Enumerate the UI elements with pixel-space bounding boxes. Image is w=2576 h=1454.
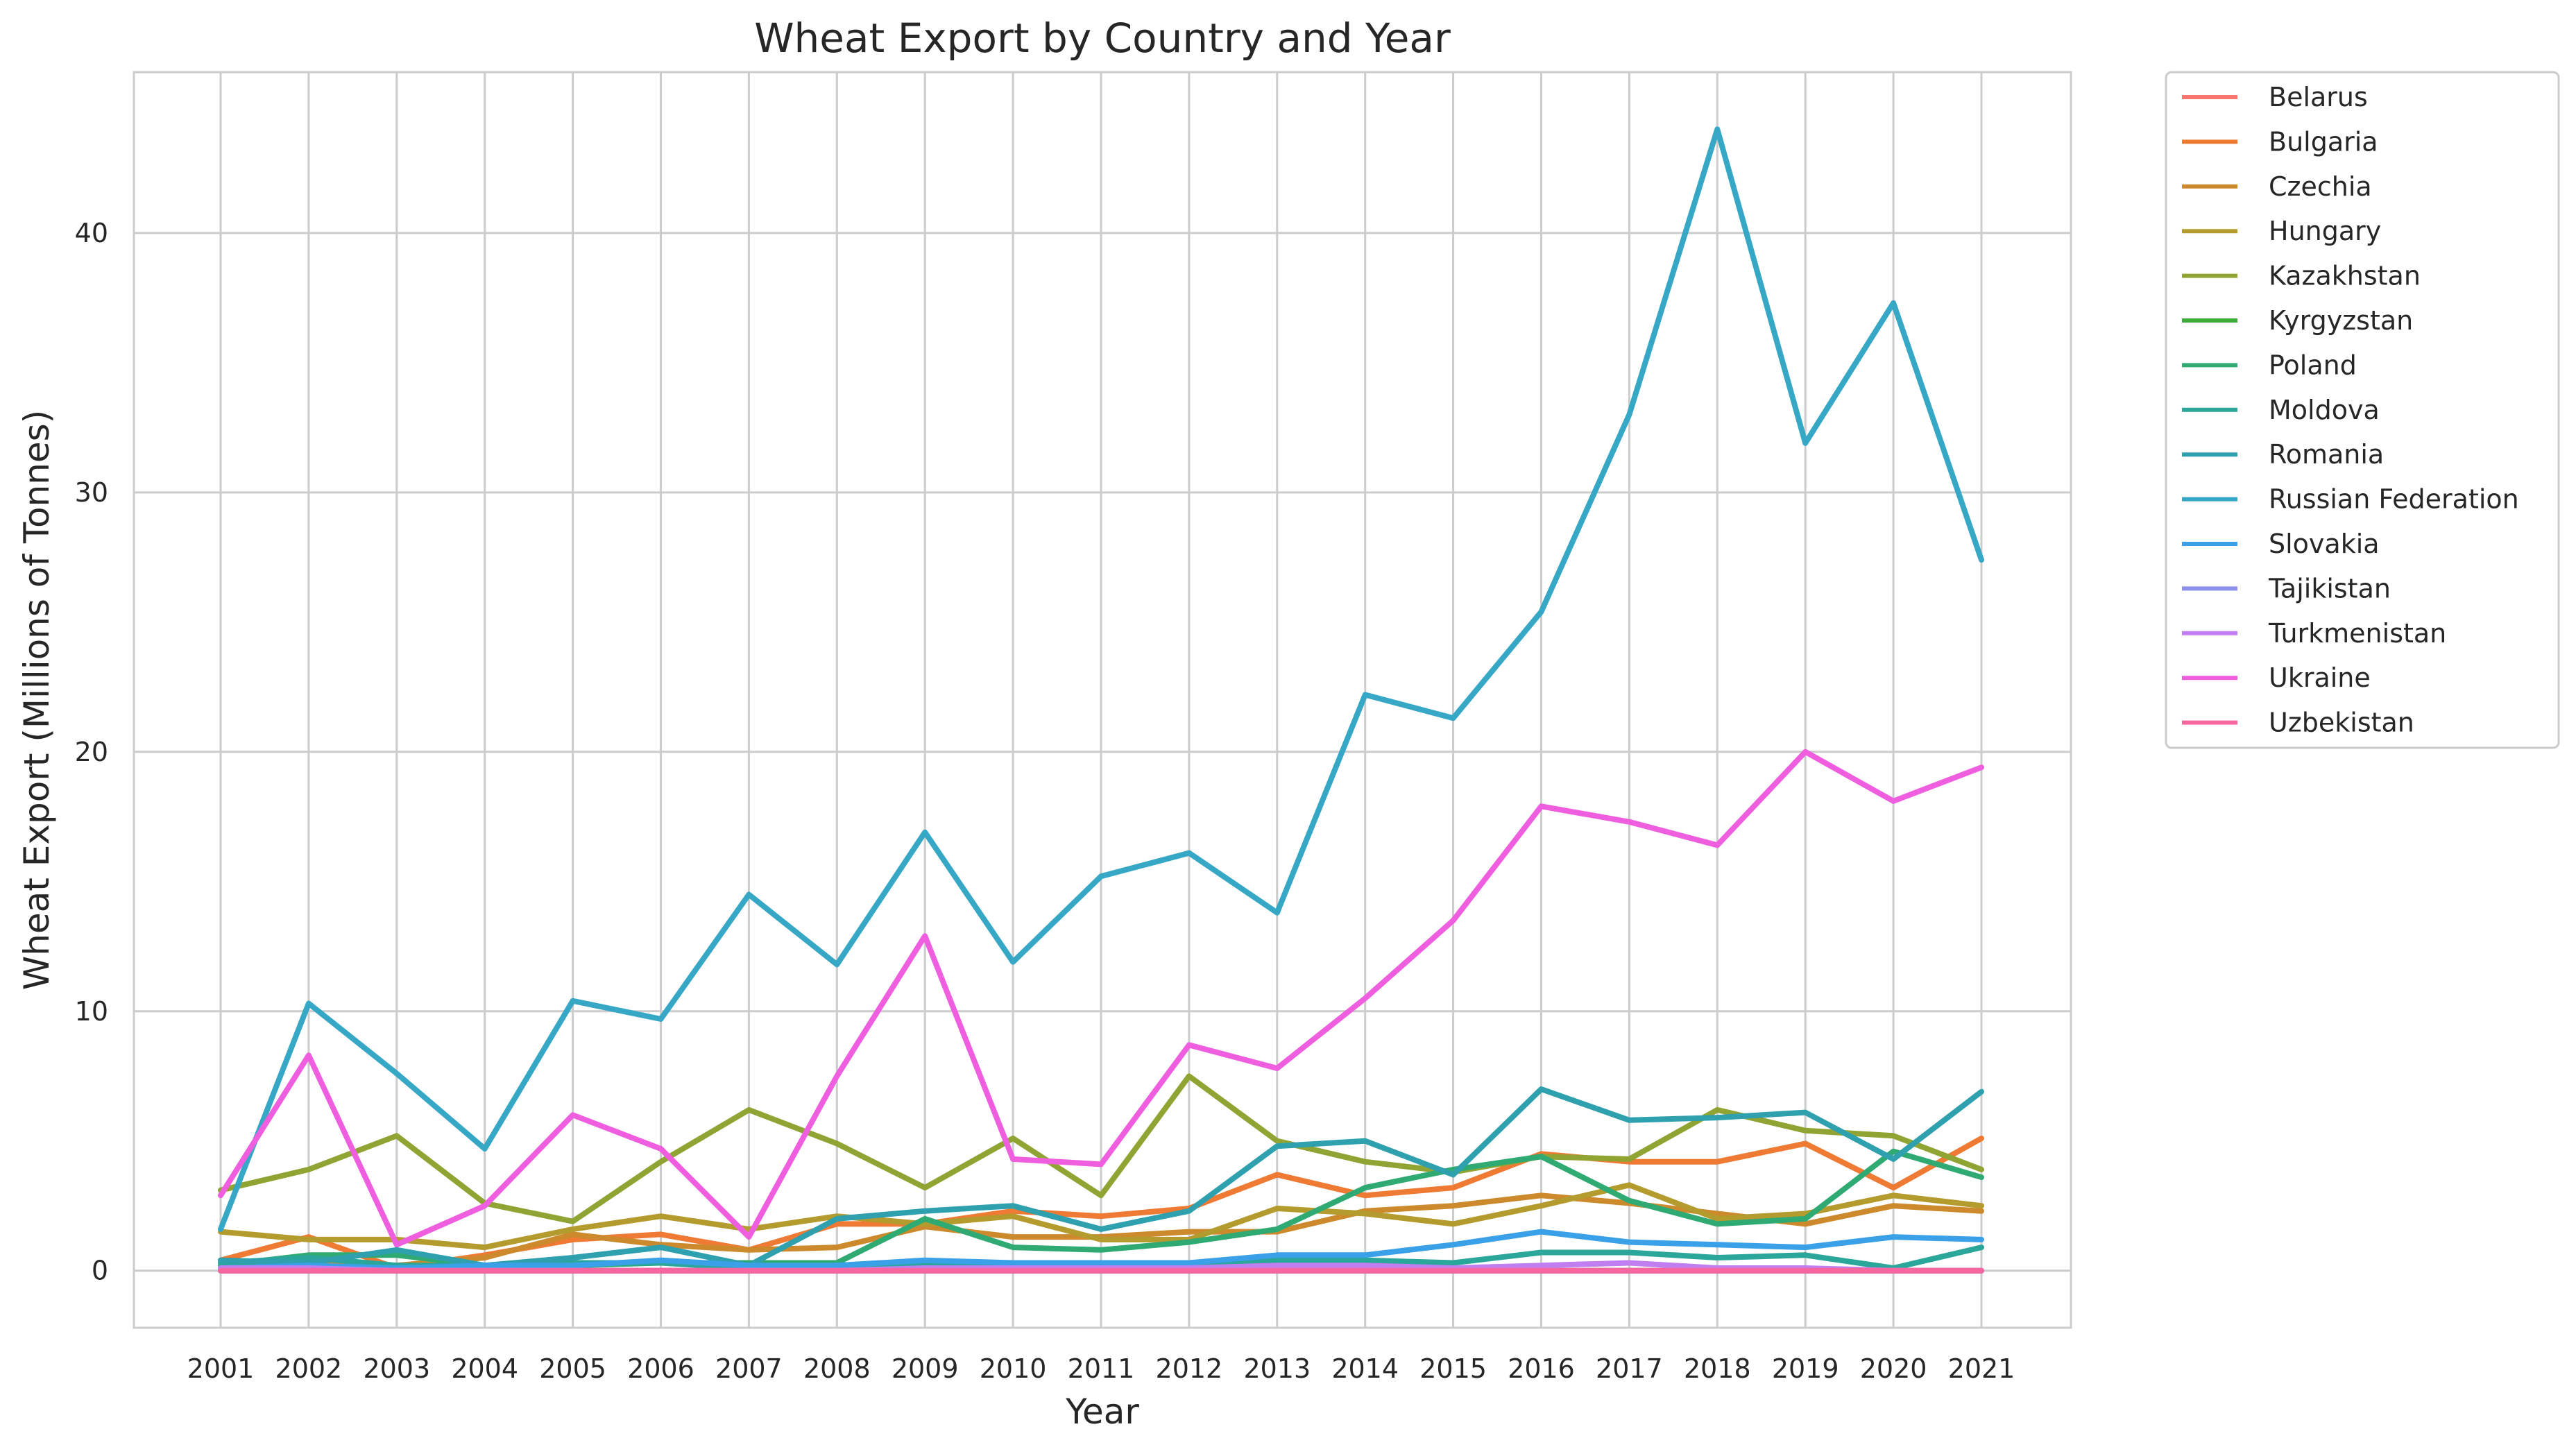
- plot-frame: [133, 71, 2072, 1329]
- legend-label: Russian Federation: [2269, 484, 2519, 515]
- x-tick-label: 2018: [1684, 1353, 1751, 1384]
- x-tick-label: 2020: [1860, 1353, 1927, 1384]
- legend-label: Romania: [2269, 439, 2384, 470]
- legend-label: Czechia: [2269, 171, 2372, 202]
- legend-label: Belarus: [2269, 82, 2368, 112]
- x-tick-label: 2012: [1156, 1353, 1223, 1384]
- x-tick-label: 2019: [1772, 1353, 1839, 1384]
- x-tick-label: 2015: [1419, 1353, 1487, 1384]
- y-axis-title: Wheat Export (Millions of Tonnes): [17, 410, 57, 990]
- x-tick-label: 2010: [980, 1353, 1047, 1384]
- x-tick-label: 2016: [1508, 1353, 1575, 1384]
- x-tick-label: 2002: [275, 1353, 343, 1384]
- legend-label: Ukraine: [2269, 662, 2371, 693]
- grid: [134, 72, 2071, 1328]
- x-tick-label: 2017: [1596, 1353, 1663, 1384]
- legend-label: Turkmenistan: [2268, 618, 2446, 649]
- series-line-hungary: [218, 1182, 1984, 1251]
- y-tick-label: 40: [75, 218, 108, 248]
- x-tick-label: 2013: [1243, 1353, 1311, 1384]
- y-tick-label: 10: [75, 996, 108, 1027]
- x-tick-label: 2008: [803, 1353, 871, 1384]
- legend-items: Belarus Bulgaria Czechia Hungary Kazakhstan K…: [2182, 82, 2519, 738]
- x-tick-label: 2006: [627, 1353, 694, 1384]
- x-tick-label: 2021: [1948, 1353, 2015, 1384]
- series-lines: [218, 126, 1984, 1274]
- legend-label: Hungary: [2269, 216, 2381, 246]
- x-tick-label: 2011: [1068, 1353, 1135, 1384]
- legend-label: Tajikistan: [2268, 573, 2391, 604]
- x-tick-label: 2009: [892, 1353, 959, 1384]
- series-line-ukraine: [218, 749, 1984, 1248]
- series-line-russian-federation: [218, 126, 1984, 1232]
- y-tick-label: 20: [75, 737, 108, 767]
- x-tick-label: 2001: [187, 1353, 255, 1384]
- x-tick-label: 2014: [1331, 1353, 1399, 1384]
- legend-label: Moldova: [2269, 395, 2380, 425]
- legend: Belarus Bulgaria Czechia Hungary Kazakhstan K…: [2165, 71, 2560, 749]
- x-tick-label: 2005: [539, 1353, 606, 1384]
- legend-label: Bulgaria: [2269, 126, 2378, 157]
- legend-label: Slovakia: [2269, 529, 2380, 559]
- x-axis-title: Year: [1065, 1392, 1139, 1432]
- legend-frame: [2165, 71, 2560, 749]
- series-line-kazakhstan: [218, 1073, 1984, 1224]
- legend-label: Poland: [2269, 350, 2357, 380]
- legend-label: Uzbekistan: [2269, 708, 2414, 738]
- legend-label: Kazakhstan: [2269, 261, 2421, 291]
- x-tick-labels: 2001 2002 2003 2004 2005 2006 2007 2008 2009 2010…: [187, 1353, 2015, 1384]
- x-tick-label: 2004: [451, 1353, 518, 1384]
- y-tick-labels: 0 10 20 30 40: [75, 218, 108, 1286]
- y-tick-label: 0: [92, 1256, 108, 1286]
- y-tick-label: 30: [75, 477, 108, 508]
- chart-title: Wheat Export by Country and Year: [754, 15, 1451, 62]
- x-tick-label: 2007: [715, 1353, 783, 1384]
- series-line-slovakia: [218, 1229, 1984, 1271]
- x-tick-label: 2003: [363, 1353, 430, 1384]
- legend-label: Kyrgyzstan: [2269, 305, 2413, 336]
